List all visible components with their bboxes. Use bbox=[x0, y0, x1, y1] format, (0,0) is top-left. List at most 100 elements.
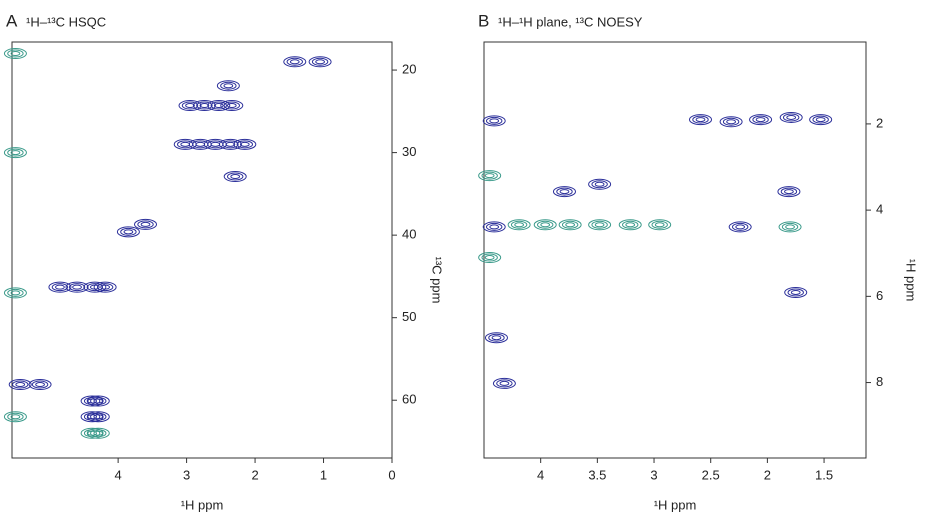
contour-ring bbox=[83, 281, 107, 293]
x-tick-label: 2.5 bbox=[702, 467, 720, 482]
contour-ring bbox=[93, 281, 117, 293]
contour-ring bbox=[137, 220, 154, 229]
peak bbox=[482, 221, 506, 233]
y-tick-label: 6 bbox=[876, 288, 883, 303]
contour-ring bbox=[222, 140, 239, 149]
contour-ring bbox=[484, 255, 495, 261]
y-tick-label: 50 bbox=[402, 309, 416, 324]
peak bbox=[3, 147, 27, 159]
contour-ring bbox=[68, 283, 86, 292]
contour-ring bbox=[93, 398, 104, 404]
contour-ring bbox=[722, 117, 740, 126]
contour-ring bbox=[561, 220, 579, 229]
x-tick-label: 1 bbox=[320, 467, 327, 482]
contour-ring bbox=[689, 114, 713, 126]
peak bbox=[728, 221, 752, 233]
contour-ring bbox=[199, 103, 210, 109]
y-tick-label: 2 bbox=[876, 115, 883, 130]
contour-ring bbox=[726, 119, 737, 125]
peak bbox=[86, 395, 110, 407]
contour-ring bbox=[591, 180, 608, 189]
contour-ring bbox=[223, 171, 247, 183]
contour-ring bbox=[484, 332, 508, 344]
y-tick-label: 60 bbox=[402, 392, 416, 407]
peak bbox=[308, 56, 332, 68]
contour-ring bbox=[481, 253, 498, 262]
peak bbox=[134, 218, 158, 230]
peak bbox=[223, 171, 247, 183]
contour-ring bbox=[236, 140, 253, 149]
contour-ring bbox=[83, 429, 101, 438]
contour-ring bbox=[622, 220, 639, 229]
contour-ring bbox=[65, 281, 89, 293]
contour-ring bbox=[488, 333, 505, 342]
contour-ring bbox=[618, 219, 642, 231]
x-axis-label: ¹H ppm bbox=[654, 497, 697, 512]
contour-ring bbox=[486, 222, 503, 231]
contour-ring bbox=[311, 57, 329, 66]
contour-ring bbox=[482, 115, 506, 127]
contour-ring bbox=[86, 427, 110, 439]
y-tick-label: 20 bbox=[402, 62, 416, 77]
peak bbox=[3, 411, 27, 423]
contour-ring bbox=[787, 288, 804, 297]
contour-ring bbox=[35, 382, 45, 388]
panel-title: ¹H–¹³C HSQC bbox=[26, 14, 106, 29]
x-axis-label: ¹H ppm bbox=[181, 497, 224, 512]
contour-ring bbox=[514, 222, 525, 228]
contour-ring bbox=[558, 219, 582, 231]
contour-ring bbox=[482, 221, 506, 233]
contour-ring bbox=[86, 395, 110, 407]
contour-ring bbox=[785, 224, 795, 230]
peak bbox=[618, 219, 642, 231]
contour-ring bbox=[556, 187, 573, 196]
contour-ring bbox=[654, 222, 665, 228]
contour-ring bbox=[651, 220, 668, 229]
contour-ring bbox=[216, 80, 240, 92]
contour-ring bbox=[289, 59, 300, 65]
contour-ring bbox=[120, 227, 137, 236]
contour-ring bbox=[55, 284, 65, 290]
contour-ring bbox=[552, 186, 576, 198]
contour-ring bbox=[178, 100, 202, 112]
y-tick-label: 4 bbox=[876, 202, 883, 217]
contour-ring bbox=[815, 117, 826, 123]
contour-ring bbox=[784, 286, 808, 298]
peak bbox=[558, 219, 582, 231]
contour-ring bbox=[478, 252, 502, 264]
contour-ring bbox=[116, 226, 140, 238]
contour-ring bbox=[3, 411, 27, 423]
contour-ring bbox=[134, 218, 158, 230]
contour-ring bbox=[478, 170, 502, 182]
contour-ring bbox=[731, 222, 749, 231]
contour-ring bbox=[7, 412, 24, 421]
contour-ring bbox=[10, 51, 21, 57]
contour-ring bbox=[8, 379, 32, 391]
contour-ring bbox=[12, 380, 29, 389]
y-tick-label: 8 bbox=[876, 374, 883, 389]
contour-ring bbox=[28, 379, 52, 391]
peak bbox=[178, 100, 202, 112]
contour-ring bbox=[223, 83, 234, 89]
y-axis-label: ¹³C ppm bbox=[430, 257, 445, 304]
contour-ring bbox=[491, 335, 502, 341]
peak bbox=[218, 138, 242, 150]
contour-ring bbox=[210, 141, 221, 147]
contour-ring bbox=[180, 141, 191, 147]
contour-ring bbox=[220, 81, 237, 90]
plot-frame bbox=[11, 41, 393, 459]
y-tick-label: 40 bbox=[402, 227, 416, 242]
panel-title: ¹H–¹H plane, ¹³C NOESY bbox=[498, 14, 643, 29]
contour-ring bbox=[735, 224, 746, 230]
contour-ring bbox=[782, 113, 800, 122]
contour-ring bbox=[499, 380, 510, 386]
contour-ring bbox=[812, 115, 829, 124]
contour-ring bbox=[778, 221, 802, 233]
peak bbox=[779, 111, 803, 123]
contour-ring bbox=[223, 101, 240, 110]
contour-ring bbox=[196, 101, 213, 110]
x-tick-label: 1.5 bbox=[815, 467, 833, 482]
contour-ring bbox=[15, 382, 26, 388]
peak bbox=[552, 186, 576, 198]
